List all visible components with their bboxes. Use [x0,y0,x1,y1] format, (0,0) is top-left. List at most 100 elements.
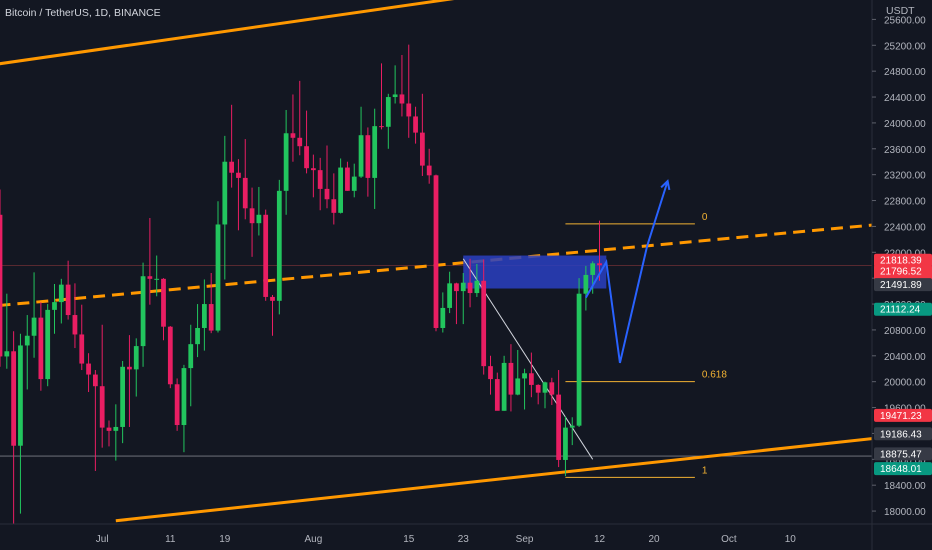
candle-body-19 [127,366,132,370]
candle-body-8 [52,302,57,310]
y-tick-label-12: 22800.00 [884,197,926,208]
candle-body-66 [447,283,453,308]
candle-body-46 [310,168,316,171]
candle-body-52 [351,176,357,191]
upper-channel-line [0,0,455,66]
chart-title: Bitcoin / TetherUS, 1D, BINANCE [5,7,161,19]
y-tick-label-2: 18800.00 [884,455,926,466]
dashed-trend-line [0,223,872,307]
candle-body-23 [154,278,160,280]
y-tick-label-5: 20000.00 [884,378,926,389]
candle-body-34 [229,161,235,173]
y-tick-label-19: 25600.00 [884,15,926,26]
candle-body-6 [38,317,44,380]
projection-arrowhead [660,179,671,191]
candle-body-69 [467,282,473,294]
candle-body-74 [501,362,507,411]
candle-body-71 [481,280,487,367]
price-label-0: 21818.39 [880,256,922,267]
x-tick-label-5: 23 [458,534,470,545]
projection-path [585,180,669,364]
candle-body-16 [106,427,112,431]
candle-body-2 [11,351,17,446]
candle-body-33 [222,161,228,225]
candle-body-77 [522,373,527,379]
candle-body-37 [249,208,255,224]
price-label-bg-2 [874,278,932,292]
price-label-5: 19186.43 [880,429,922,440]
price-label-6: 18875.47 [880,449,922,460]
candle-body-31 [208,304,214,331]
lower-channel-line [115,437,872,523]
candle-body-43 [290,133,296,138]
candle-body-53 [358,135,364,177]
candle-body-82 [556,394,562,460]
x-tick-label-8: 20 [648,534,660,545]
candle-body-28 [188,344,194,369]
candle-body-12 [79,334,85,364]
candle-body-88 [597,263,602,266]
candle-body-51 [345,167,350,191]
candle-body-59 [399,94,405,104]
price-label-bg-3 [874,302,932,316]
y-tick-label-17: 24800.00 [884,67,926,78]
price-label-2: 21491.89 [880,280,922,291]
y-tick-label-13: 23200.00 [884,171,926,182]
plot-area: 0 0.618 1 [0,0,872,524]
candle-body-15 [99,386,105,428]
x-tick-label-3: Aug [304,534,322,545]
candle-body-55 [372,126,378,178]
candle-body-36 [242,177,248,209]
candle-body-65 [440,307,446,328]
y-tick-label-7: 20800.00 [884,326,926,337]
candle-body-80 [542,382,548,393]
candle-body-63 [426,165,432,176]
price-label-4: 19471.23 [880,411,922,422]
candle-body-56 [379,126,384,128]
candle-body-58 [392,94,398,98]
candle-body-79 [535,384,541,393]
y-tick-label-0: 18000.00 [884,507,926,518]
candle-body-83 [563,427,568,460]
candle-body-25 [167,326,173,385]
x-tick-label-6: Sep [516,534,534,545]
y-tick-label-11: 22400.00 [884,222,926,233]
candle-body-85 [576,293,582,426]
y-tick-label-1: 18400.00 [884,481,926,492]
candle-body-10 [65,284,71,316]
candle-body-49 [331,199,337,213]
candle-body-14 [92,374,98,387]
candle-body-39 [263,214,269,297]
y-tick-label-18: 25200.00 [884,41,926,52]
y-tick-label-6: 20400.00 [884,352,926,363]
candle-body-87 [590,263,596,275]
y-tick-label-16: 24400.00 [884,93,926,104]
price-label-bg-0 [874,253,932,267]
candle-body-50 [338,167,344,213]
price-label-7: 18648.01 [880,464,922,475]
candle-body-11 [72,315,78,335]
candle-body-54 [365,135,371,178]
candle-body-57 [385,97,391,127]
candle-body-38 [256,214,262,224]
candle-body-72 [488,366,493,380]
price-label-bg-6 [874,447,932,461]
price-label-3: 21112.24 [880,305,921,316]
x-tick-label-9: Oct [721,534,737,545]
candle-body-60 [406,103,412,117]
candle-body-26 [174,384,180,426]
fib-label-1: 0.618 [702,370,727,381]
candle-body-29 [195,327,200,345]
candle-body-35 [236,172,241,178]
y-tick-label-14: 23600.00 [884,145,926,156]
price-label-1: 21796.52 [880,267,922,278]
candle-body-4 [24,335,30,346]
currency-label: USDT [886,5,915,17]
candle-body-76 [515,378,521,395]
candle-body-24 [161,278,166,327]
price-label-bg-4 [874,408,932,422]
candle-body-3 [18,345,23,446]
x-tick-label-10: 10 [785,534,797,545]
candle-body-20 [133,346,139,370]
